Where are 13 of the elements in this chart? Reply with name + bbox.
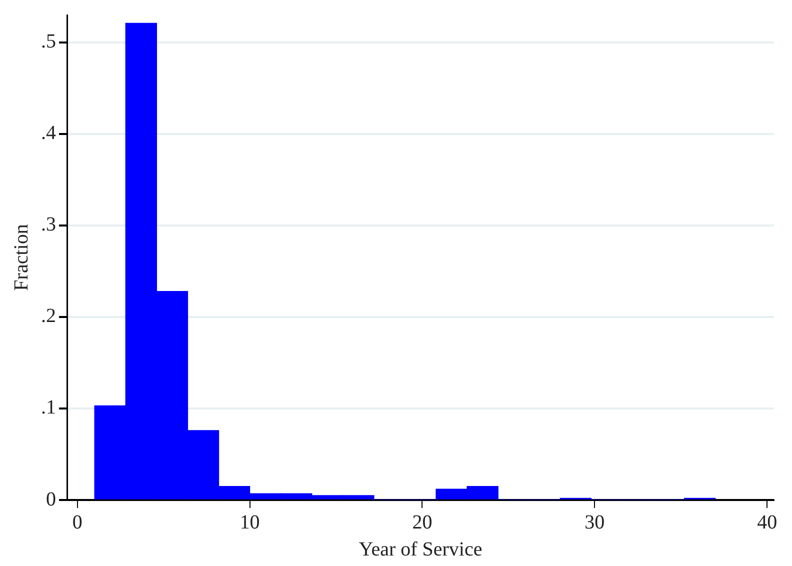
y-tick-label: .2: [41, 305, 56, 328]
y-tick-label: .1: [41, 396, 56, 419]
x-axis-title: Year of Service: [358, 538, 482, 560]
x-tick-label: 20: [412, 511, 432, 534]
x-tick-label: 10: [240, 511, 260, 534]
y-tick-label: .3: [41, 214, 56, 236]
x-tick-label: 40: [757, 511, 778, 534]
x-tick-label: 0: [72, 511, 82, 534]
y-tick-label: 0: [46, 488, 56, 510]
y-axis-title: Fraction: [10, 224, 32, 291]
y-tick-label: .4: [41, 122, 56, 144]
x-tick-label: 30: [584, 511, 605, 534]
y-tick-label: .5: [41, 30, 56, 53]
